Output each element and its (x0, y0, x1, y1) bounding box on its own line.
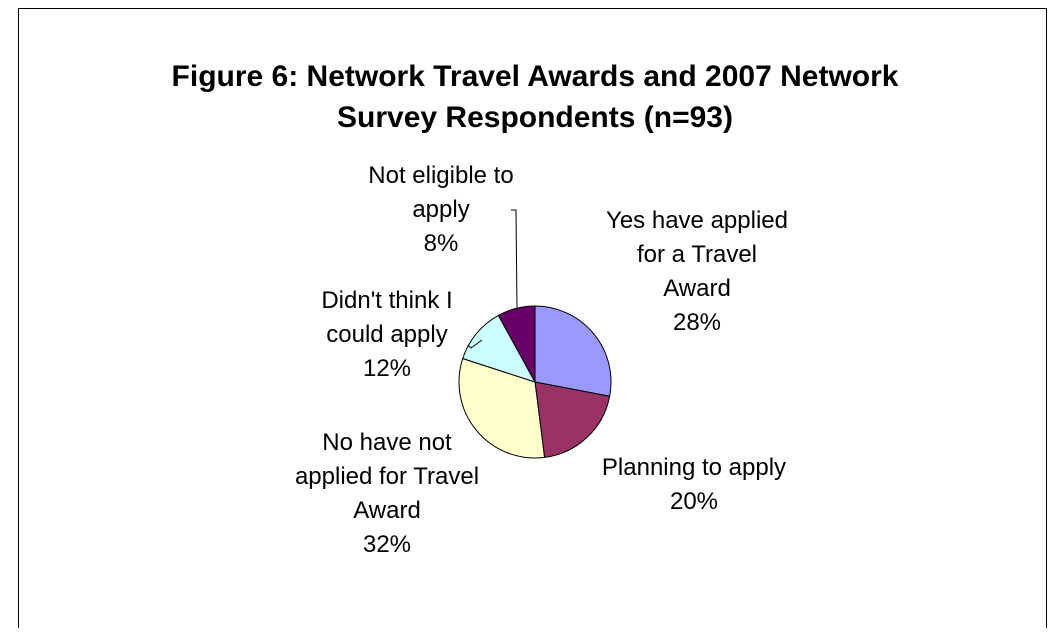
chart-border (18, 8, 1047, 628)
slice-label: applied for Travel (295, 463, 479, 490)
pie-slice (458, 357, 546, 459)
slice-label: apply (412, 196, 469, 223)
chart-title-line-1: Figure 6: Network Travel Awards and 2007… (172, 60, 899, 93)
slice-percent-label: 12% (363, 355, 411, 382)
slice-labels: Yes have applied for a Travel Award 28% Plan… (295, 162, 788, 558)
chart-title-line-2: Survey Respondents (n=93) (337, 101, 733, 134)
leader-lines (467, 209, 518, 349)
pie-slices (458, 305, 612, 459)
pie-slice (534, 381, 611, 458)
slice-percent-label: 32% (363, 531, 411, 558)
slice-label: No have not (322, 429, 452, 456)
slice-percent-label: 8% (424, 230, 459, 257)
slice-label: Not eligible to (368, 162, 513, 189)
slice-label: could apply (326, 321, 447, 348)
leader-line (467, 339, 483, 349)
pie-slice (497, 305, 536, 383)
slice-label: Didn't think I (321, 287, 452, 314)
slice-label: Award (663, 275, 731, 302)
leader-line (511, 209, 518, 311)
slice-label: for a Travel (637, 241, 757, 268)
slice-label: Yes have applied (606, 207, 788, 234)
pie-slice (534, 305, 612, 397)
slice-label: Planning to apply (602, 454, 786, 481)
slice-label: Award (353, 497, 421, 524)
slice-percent-label: 28% (673, 309, 721, 336)
slice-percent-label: 20% (670, 488, 718, 515)
